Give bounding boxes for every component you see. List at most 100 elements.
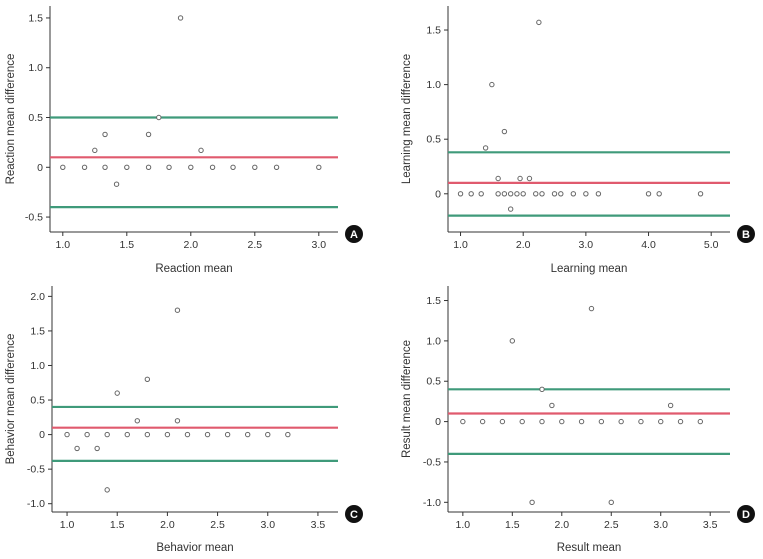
data-point [507, 191, 514, 197]
data-point [104, 431, 110, 438]
y-tick-label: 1.5 [426, 25, 441, 37]
data-point [478, 191, 484, 197]
y-tick-label: 2.0 [30, 291, 45, 303]
data-point [188, 164, 194, 170]
data-point [656, 191, 662, 197]
data-point [316, 164, 322, 170]
data-point [230, 164, 236, 170]
data-point [460, 418, 466, 425]
x-axis-title: Behavior mean [156, 542, 233, 554]
data-point [539, 418, 545, 425]
data-point [517, 175, 523, 182]
y-tick-label: 1.5 [426, 295, 441, 307]
data-point [102, 164, 108, 170]
data-point [549, 402, 555, 409]
data-point [697, 191, 704, 197]
data-point [514, 191, 520, 197]
panel-letter: B [742, 229, 750, 241]
data-point [145, 131, 152, 138]
x-tick-label: 4.0 [641, 239, 656, 251]
y-tick-label: 1.5 [30, 325, 45, 337]
data-point [224, 431, 231, 438]
data-point [595, 191, 602, 197]
x-tick-label: 2.5 [247, 239, 262, 251]
x-tick-label: 2.0 [516, 239, 531, 251]
x-tick-label: 1.0 [60, 519, 75, 531]
data-point [184, 431, 191, 438]
data-point [645, 191, 652, 197]
data-point [252, 164, 258, 170]
data-point [658, 418, 664, 425]
y-tick-label: -0.5 [423, 456, 441, 468]
data-point [533, 191, 539, 197]
panel-d: 1.0 1.5 2.0 2.5 3.0 3.5 -1.0 -0.5 0 0.5 1.0 1.5 Resu… [401, 286, 755, 554]
panel-badge [345, 505, 363, 523]
x-tick-label: 2.5 [210, 519, 225, 531]
x-axis-title: Reaction mean [155, 263, 232, 275]
data-point [102, 131, 108, 138]
y-tick-label: -1.0 [423, 497, 441, 509]
data-point [519, 418, 525, 425]
data-point [482, 145, 489, 151]
data-point [536, 19, 542, 26]
panel-letter: A [350, 229, 358, 241]
data-point [124, 431, 130, 438]
data-point [558, 191, 564, 197]
data-point [209, 164, 216, 170]
data-point [526, 175, 533, 182]
data-point [74, 445, 80, 452]
panel-letter: D [742, 509, 750, 521]
x-tick-label: 3.5 [311, 519, 326, 531]
data-point [489, 81, 495, 88]
data-point [166, 164, 172, 170]
data-point [94, 445, 100, 452]
y-tick-label: 1.0 [426, 79, 441, 91]
data-point [177, 15, 184, 21]
data-point [539, 191, 545, 197]
data-point [124, 164, 130, 170]
data-point [495, 191, 501, 197]
data-point [204, 431, 211, 438]
y-axis-title: Result mean difference [401, 340, 413, 458]
data-point [113, 181, 120, 187]
y-tick-label: 1.5 [28, 12, 43, 24]
x-tick-label: 2.0 [554, 519, 569, 531]
data-point [273, 164, 280, 170]
data-point [244, 431, 251, 438]
data-point [468, 191, 474, 197]
panel-b: 1.0 2.0 3.0 4.0 5.0 0 0.5 1.0 1.5 Learning mean Le… [401, 6, 755, 275]
x-tick-label: 1.0 [55, 239, 70, 251]
y-tick-label: 1.0 [426, 335, 441, 347]
data-point [174, 418, 181, 424]
y-axis-title: Learning mean difference [401, 54, 413, 184]
x-axis-title: Learning mean [551, 263, 628, 275]
y-tick-label: -0.5 [25, 212, 43, 224]
data-point [92, 147, 98, 154]
data-point [145, 164, 152, 170]
y-tick-label: 1.0 [28, 62, 43, 74]
x-axis-title: Result mean [557, 542, 622, 554]
data-point [174, 307, 181, 313]
x-tick-label: 2.5 [604, 519, 619, 531]
x-tick-label: 3.0 [653, 519, 668, 531]
data-point [164, 431, 171, 438]
y-tick-label: -0.5 [27, 464, 45, 476]
y-tick-label: 0.5 [426, 376, 441, 388]
data-point [499, 418, 506, 425]
data-point [608, 499, 614, 506]
x-tick-label: 3.0 [260, 519, 275, 531]
data-point [114, 390, 120, 396]
x-tick-label: 1.5 [110, 519, 125, 531]
data-point [509, 338, 516, 344]
panel-badge [345, 225, 363, 243]
y-tick-label: 1.0 [30, 360, 45, 372]
data-point [697, 418, 704, 425]
x-tick-label: 3.0 [311, 239, 326, 251]
data-point [570, 191, 577, 197]
y-tick-label: 0.5 [426, 134, 441, 146]
x-tick-label: 1.0 [453, 239, 468, 251]
data-point [479, 418, 486, 425]
data-point [104, 487, 110, 493]
x-tick-label: 5.0 [704, 239, 719, 251]
